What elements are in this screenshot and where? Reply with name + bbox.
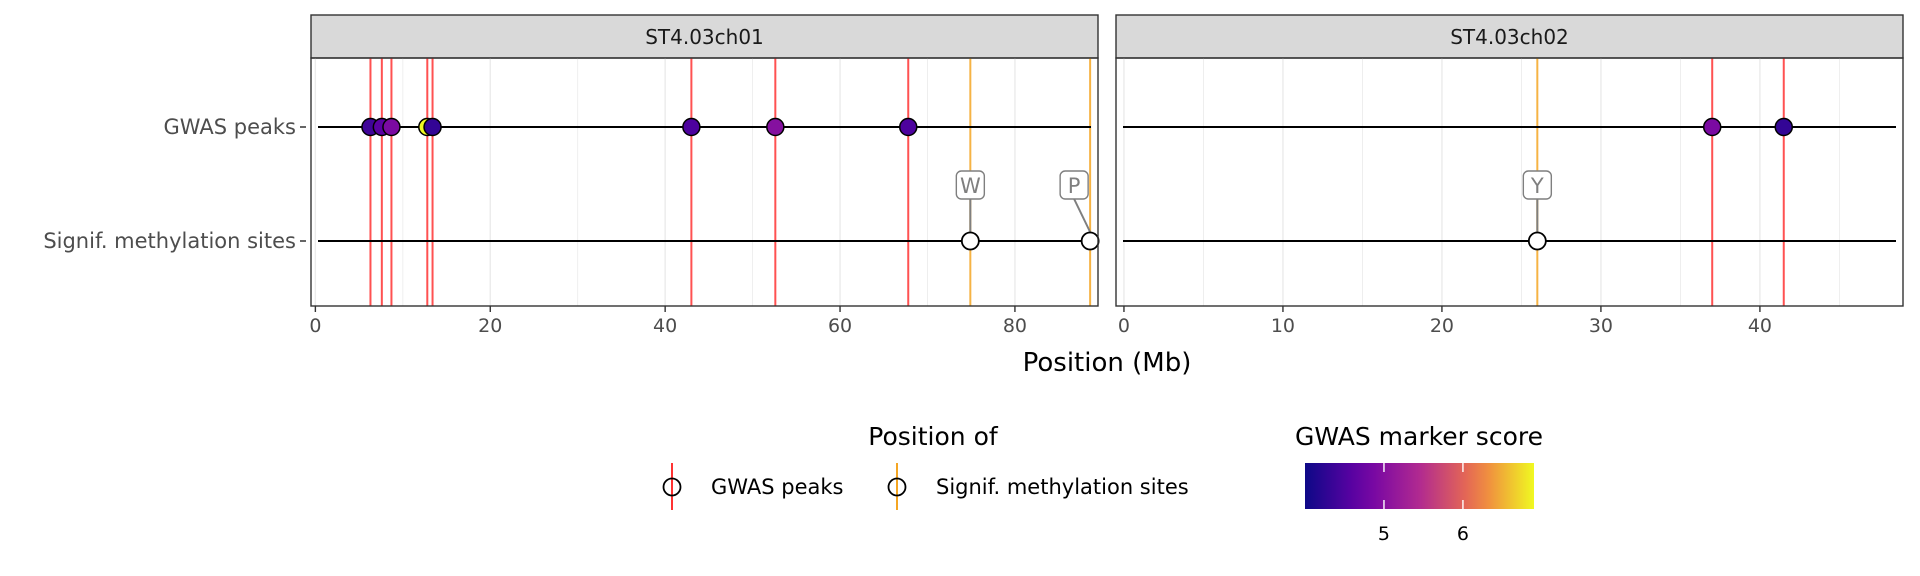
colorbar-tick-label: 5 xyxy=(1378,523,1390,545)
site-label-text: P xyxy=(1068,174,1081,198)
panel-2: ST4.03ch02 Y 0 10 20 30 40 xyxy=(1115,14,1904,337)
panel-title: ST4.03ch01 xyxy=(645,25,764,49)
gwas-peak-point xyxy=(382,117,401,137)
x-tick-label: 20 xyxy=(1430,315,1454,337)
x-tick-label: 10 xyxy=(1271,315,1295,337)
x-tick-label: 40 xyxy=(1748,315,1772,337)
x-tick-label: 0 xyxy=(1118,315,1130,337)
legend-key-point xyxy=(887,477,907,497)
gwas-peak-point xyxy=(423,117,442,137)
site-label-box xyxy=(955,170,986,200)
gwas-peak-point xyxy=(1774,117,1794,137)
site-label-box xyxy=(1059,170,1089,200)
panel-1: ST4.03ch01 W P 0 20 40 60 80 xyxy=(309,14,1100,337)
panel-strip xyxy=(1115,14,1904,59)
legend-entry-label: GWAS peaks xyxy=(711,475,843,499)
legend-score-title: GWAS marker score xyxy=(1295,422,1543,451)
score-colorbar xyxy=(1305,463,1534,509)
x-tick-label: 60 xyxy=(828,315,852,337)
site-label-connector xyxy=(1073,198,1092,233)
legend-key-point xyxy=(662,477,682,497)
panel-strip xyxy=(310,14,1099,59)
gwas-peak-point xyxy=(898,117,918,137)
x-tick-label: 40 xyxy=(653,315,677,337)
methylation-site-point xyxy=(1527,231,1547,251)
gwas-peak-point xyxy=(682,117,701,137)
x-tick-label: 80 xyxy=(1003,315,1027,337)
methylation-site-point xyxy=(1080,231,1100,251)
panel-title: ST4.03ch02 xyxy=(1450,25,1569,49)
site-label-text: Y xyxy=(1530,174,1544,198)
methylation-site-point xyxy=(960,231,980,251)
x-tick-label: 20 xyxy=(478,315,502,337)
legend-position-title: Position of xyxy=(868,422,999,451)
x-tick-label: 30 xyxy=(1589,315,1613,337)
x-axis-title: Position (Mb) xyxy=(1023,348,1192,378)
colorbar-tick-label: 6 xyxy=(1457,523,1469,545)
gwas-peak-point xyxy=(766,117,785,137)
legend-entry-label: Signif. methylation sites xyxy=(936,475,1189,499)
panel-border xyxy=(1115,57,1904,307)
gwas-peak-point xyxy=(1702,117,1722,137)
site-label-text: W xyxy=(960,174,981,198)
panel-border xyxy=(310,57,1099,307)
row-label: GWAS peaks xyxy=(164,115,296,139)
row-label: Signif. methylation sites xyxy=(43,229,296,253)
site-label-box xyxy=(1522,170,1553,200)
x-tick-label: 0 xyxy=(309,315,321,337)
